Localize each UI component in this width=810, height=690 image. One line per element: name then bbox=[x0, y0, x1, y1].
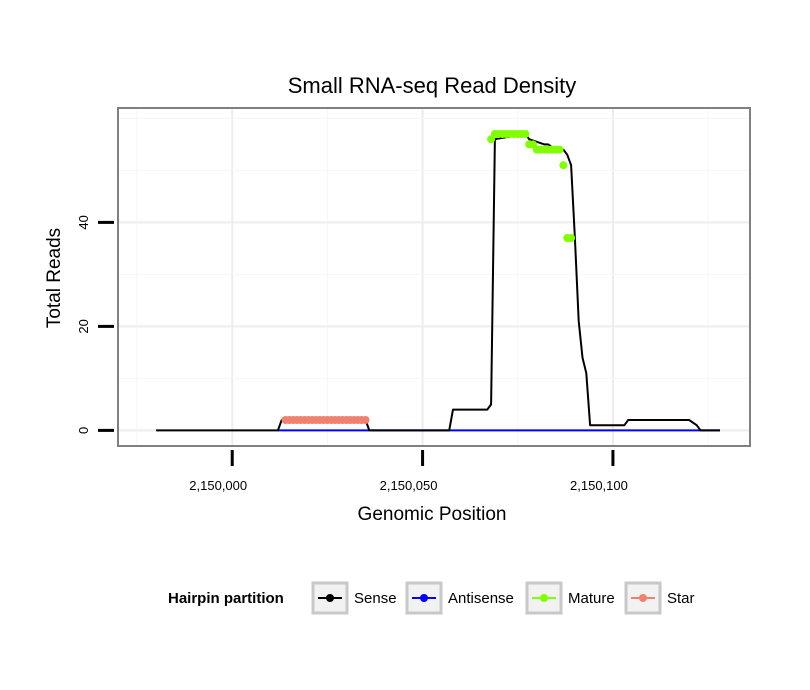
legend-entry-star: Star bbox=[624, 581, 695, 615]
legend-title: Hairpin partition bbox=[168, 590, 284, 607]
x-tick-label: 2,150,100 bbox=[570, 478, 628, 493]
x-axis-title: Genomic Position bbox=[358, 504, 507, 525]
x-tick-label: 2,150,050 bbox=[380, 478, 438, 493]
legend-key-point bbox=[326, 594, 334, 602]
legend-entry-mature: Mature bbox=[525, 581, 615, 615]
legend-label: Antisense bbox=[448, 590, 514, 607]
legend: Hairpin partition Sense Antisense Mature St… bbox=[168, 581, 695, 615]
plot-panel bbox=[118, 108, 750, 446]
y-tick-label: 40 bbox=[76, 215, 91, 229]
y-tick-label: 20 bbox=[76, 319, 91, 333]
legend-entry-sense: Sense bbox=[311, 581, 397, 615]
series-points bbox=[281, 130, 576, 424]
mature-point bbox=[555, 145, 564, 154]
mature-point bbox=[567, 234, 576, 242]
legend-key-point bbox=[540, 594, 548, 602]
plot-border bbox=[117, 107, 751, 447]
y-tick-label: 0 bbox=[76, 427, 91, 434]
star-point bbox=[361, 416, 370, 424]
legend-label: Sense bbox=[354, 590, 397, 607]
y-axis-title: Total Reads bbox=[44, 228, 65, 328]
legend-label: Mature bbox=[568, 590, 615, 607]
mature-point bbox=[559, 161, 568, 170]
x-axis: 2,150,000 2,150,050 2,150,100 bbox=[189, 450, 628, 493]
x-tick-label: 2,150,000 bbox=[189, 478, 247, 493]
chart-title: Small RNA-seq Read Density bbox=[288, 73, 577, 98]
grid-lines bbox=[118, 108, 750, 446]
legend-entry-antisense: Antisense bbox=[405, 581, 514, 615]
plot-background bbox=[118, 108, 750, 446]
legend-key-point bbox=[639, 594, 647, 602]
mature-point bbox=[521, 130, 530, 138]
legend-key-point bbox=[420, 594, 428, 602]
legend-label: Star bbox=[667, 590, 695, 607]
y-axis: 0 20 40 bbox=[76, 215, 114, 434]
